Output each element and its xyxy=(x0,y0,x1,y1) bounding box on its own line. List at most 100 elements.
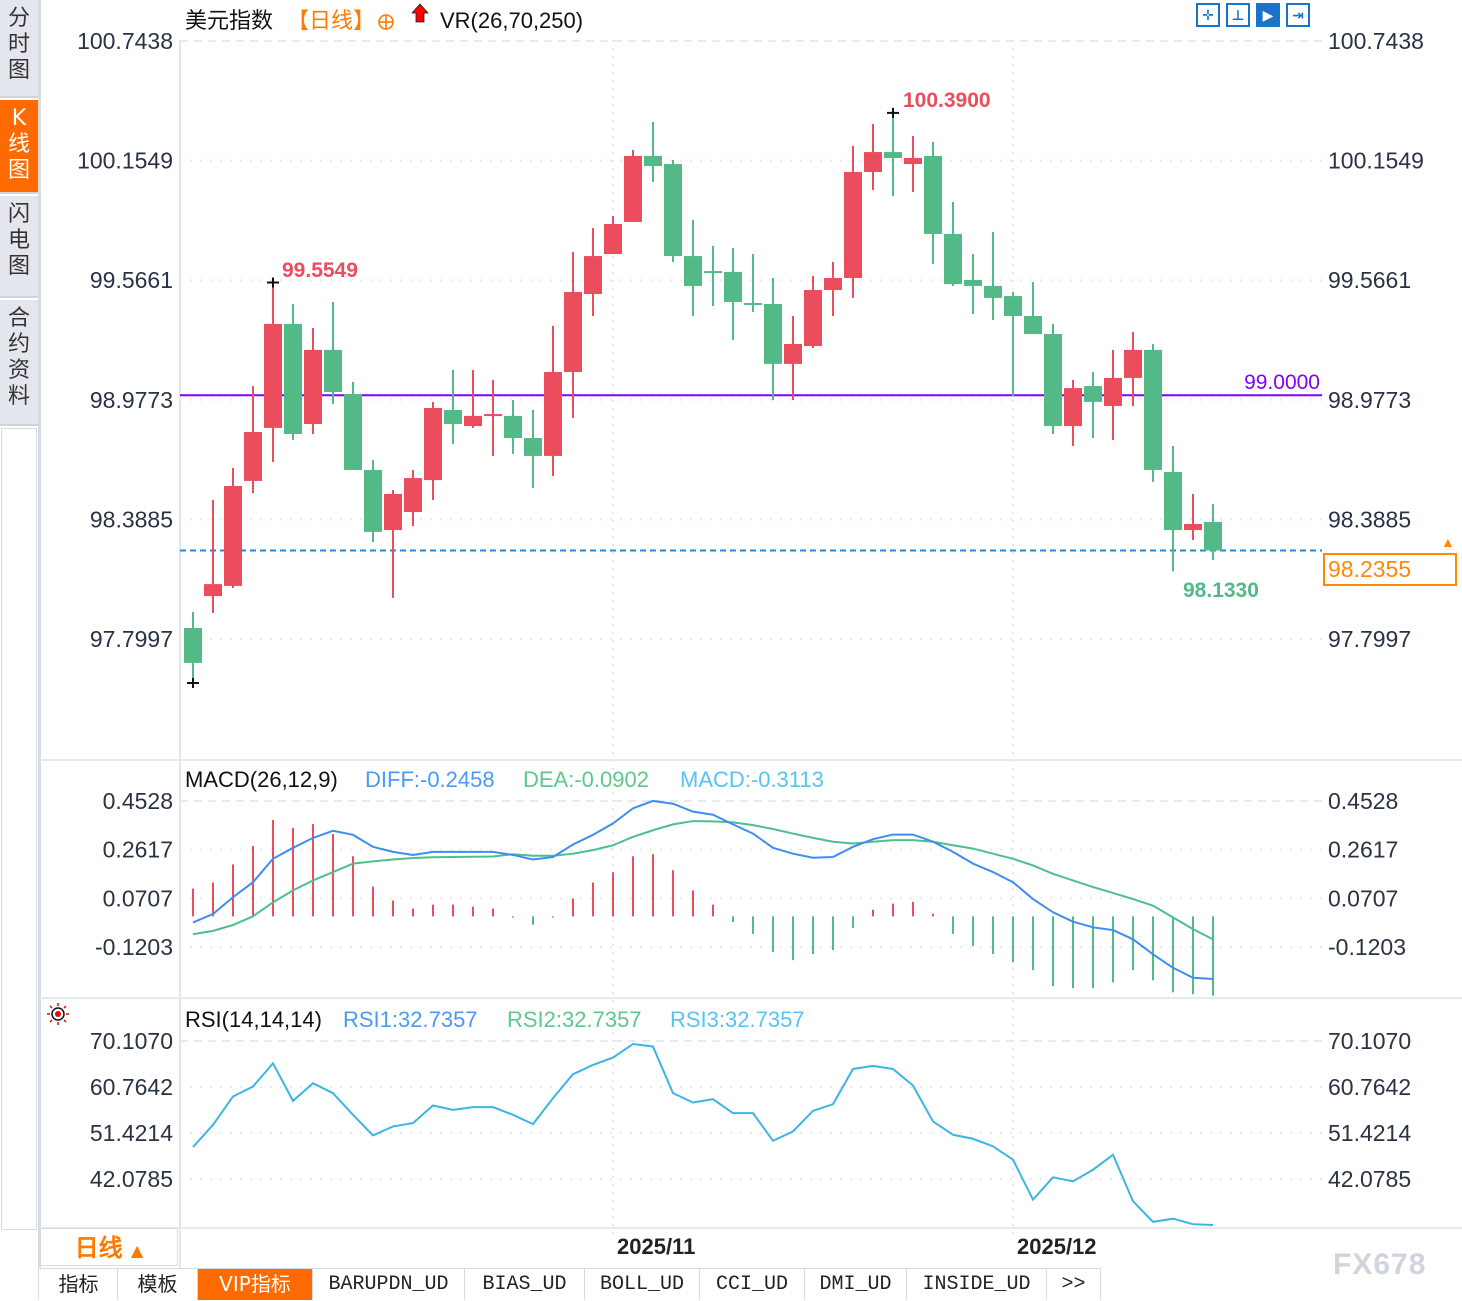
candle-body xyxy=(664,164,682,257)
chart-toolbar: ✛ ⊥ ▶ ⇥ xyxy=(1196,3,1310,27)
candle xyxy=(1204,504,1222,560)
candle xyxy=(1044,323,1062,434)
indicator-tabs: 指标 模板 VIP指标 BARUPDN_UD BIAS_UD BOLL_UD C… xyxy=(40,1268,1101,1301)
candle-body xyxy=(1164,471,1182,531)
tab-cci-ud[interactable]: CCI_UD xyxy=(700,1269,805,1300)
candle xyxy=(364,459,382,543)
price-tick-left: 98.9773 xyxy=(90,387,173,413)
period-selector[interactable]: 日线 ▲ xyxy=(40,1228,178,1266)
candle-body xyxy=(444,410,462,425)
candle-body xyxy=(1124,349,1142,378)
candle xyxy=(884,112,902,196)
candle xyxy=(624,150,642,222)
sun-settings-icon[interactable] xyxy=(47,1003,69,1025)
price-tick-right: 99.5661 xyxy=(1328,267,1411,293)
axis-play-button[interactable]: ▶ xyxy=(1256,3,1280,27)
candle xyxy=(804,275,822,349)
price-tick-right: 98.3885 xyxy=(1328,506,1411,532)
candle xyxy=(524,410,542,489)
candle-body xyxy=(364,469,382,532)
rsi-tick-right: 51.4214 xyxy=(1328,1120,1411,1146)
candle-body xyxy=(984,285,1002,298)
rsi-title: RSI(14,14,14) xyxy=(185,1007,322,1032)
tab-inside-ud[interactable]: INSIDE_UD xyxy=(907,1269,1047,1300)
plot-layer xyxy=(180,107,1322,1226)
tab-more[interactable]: >> xyxy=(1047,1269,1101,1300)
candle-body xyxy=(644,155,662,167)
tab-dmi-ud[interactable]: DMI_UD xyxy=(805,1269,907,1300)
candle-body xyxy=(824,277,842,290)
candle-body xyxy=(1184,523,1202,531)
candle xyxy=(464,370,482,428)
candle xyxy=(404,469,422,527)
candle-body xyxy=(884,152,902,158)
macd-tick-right: 0.0707 xyxy=(1328,885,1398,911)
candle-body xyxy=(684,256,702,286)
candle xyxy=(744,254,762,312)
sidebar-tab-kline[interactable]: K线图 xyxy=(0,100,38,194)
candle-body xyxy=(284,323,302,434)
candle xyxy=(284,303,302,441)
date-axis-label-dec: 2025/12 xyxy=(1017,1234,1097,1259)
candle xyxy=(984,231,1002,321)
date-axis-label-nov: 2025/11 xyxy=(617,1234,695,1259)
sidebar-tab-contract-info[interactable]: 合约资料 xyxy=(0,300,38,426)
candle xyxy=(964,254,982,314)
extreme-marker-icon xyxy=(267,277,279,288)
macd-tick-right: -0.1203 xyxy=(1328,934,1406,960)
candle xyxy=(724,247,742,340)
candle xyxy=(904,136,922,193)
tab-barupdn-ud[interactable]: BARUPDN_UD xyxy=(313,1269,465,1300)
candle-body xyxy=(584,256,602,295)
candle xyxy=(944,202,962,286)
move-right-icon: ⇥ xyxy=(1292,6,1304,23)
ref-line-label: 99.0000 xyxy=(1244,371,1320,394)
price-tick-left: 98.3885 xyxy=(90,506,173,532)
candle-body xyxy=(204,584,222,597)
candle xyxy=(584,228,602,316)
axis-zoom-button[interactable]: ⊥ xyxy=(1226,3,1250,27)
axis-play-icon: ▶ xyxy=(1262,6,1274,23)
macd-tick-left: -0.1203 xyxy=(95,934,173,960)
tab-vip-indicators[interactable]: VIP指标 xyxy=(198,1269,313,1300)
extreme-marker-icon xyxy=(887,107,899,118)
tab-boll-ud[interactable]: BOLL_UD xyxy=(585,1269,700,1300)
tab-indicators[interactable]: 指标 xyxy=(40,1269,118,1300)
tab-templates[interactable]: 模板 xyxy=(118,1269,198,1300)
candle xyxy=(784,315,802,401)
price-tick-right: 97.7997 xyxy=(1328,626,1411,652)
price-tick-left: 99.5661 xyxy=(90,267,173,293)
price-tick-right: 100.1549 xyxy=(1328,148,1424,174)
candle-body xyxy=(524,438,542,456)
crosshair-button[interactable]: ✛ xyxy=(1196,3,1220,27)
last-price-tag: 98.2355 xyxy=(1323,553,1457,586)
sidebar-tab-timeshare[interactable]: 分时图 xyxy=(0,0,38,98)
candle-body xyxy=(344,393,362,470)
candle xyxy=(504,400,522,454)
rsi-legend-rsi2: RSI2:32.7357 xyxy=(507,1007,642,1032)
circle-plus-icon[interactable] xyxy=(378,14,394,30)
candle xyxy=(244,386,262,494)
sidebar-tab-flash[interactable]: 闪电图 xyxy=(0,196,38,298)
candle-body xyxy=(744,302,762,305)
candle-body xyxy=(724,271,742,302)
move-right-button[interactable]: ⇥ xyxy=(1286,3,1310,27)
candle-body xyxy=(464,415,482,427)
candle xyxy=(824,261,842,316)
candle-body xyxy=(1084,386,1102,402)
candle xyxy=(844,145,862,298)
candle-body xyxy=(384,493,402,531)
rsi-tick-right: 42.0785 xyxy=(1328,1166,1411,1192)
period-label[interactable]: 【日线】 xyxy=(287,9,375,34)
candle xyxy=(544,325,562,477)
fx678-watermark: FX678 xyxy=(1333,1248,1427,1281)
candle-body xyxy=(904,157,922,165)
tab-bias-ud[interactable]: BIAS_UD xyxy=(465,1269,585,1300)
macd-tick-right: 0.2617 xyxy=(1328,837,1398,863)
candle xyxy=(664,159,682,262)
rsi1-line xyxy=(192,1042,1214,1226)
candle xyxy=(924,141,942,264)
candle xyxy=(1024,282,1042,335)
red-up-arrow-icon xyxy=(411,3,429,23)
